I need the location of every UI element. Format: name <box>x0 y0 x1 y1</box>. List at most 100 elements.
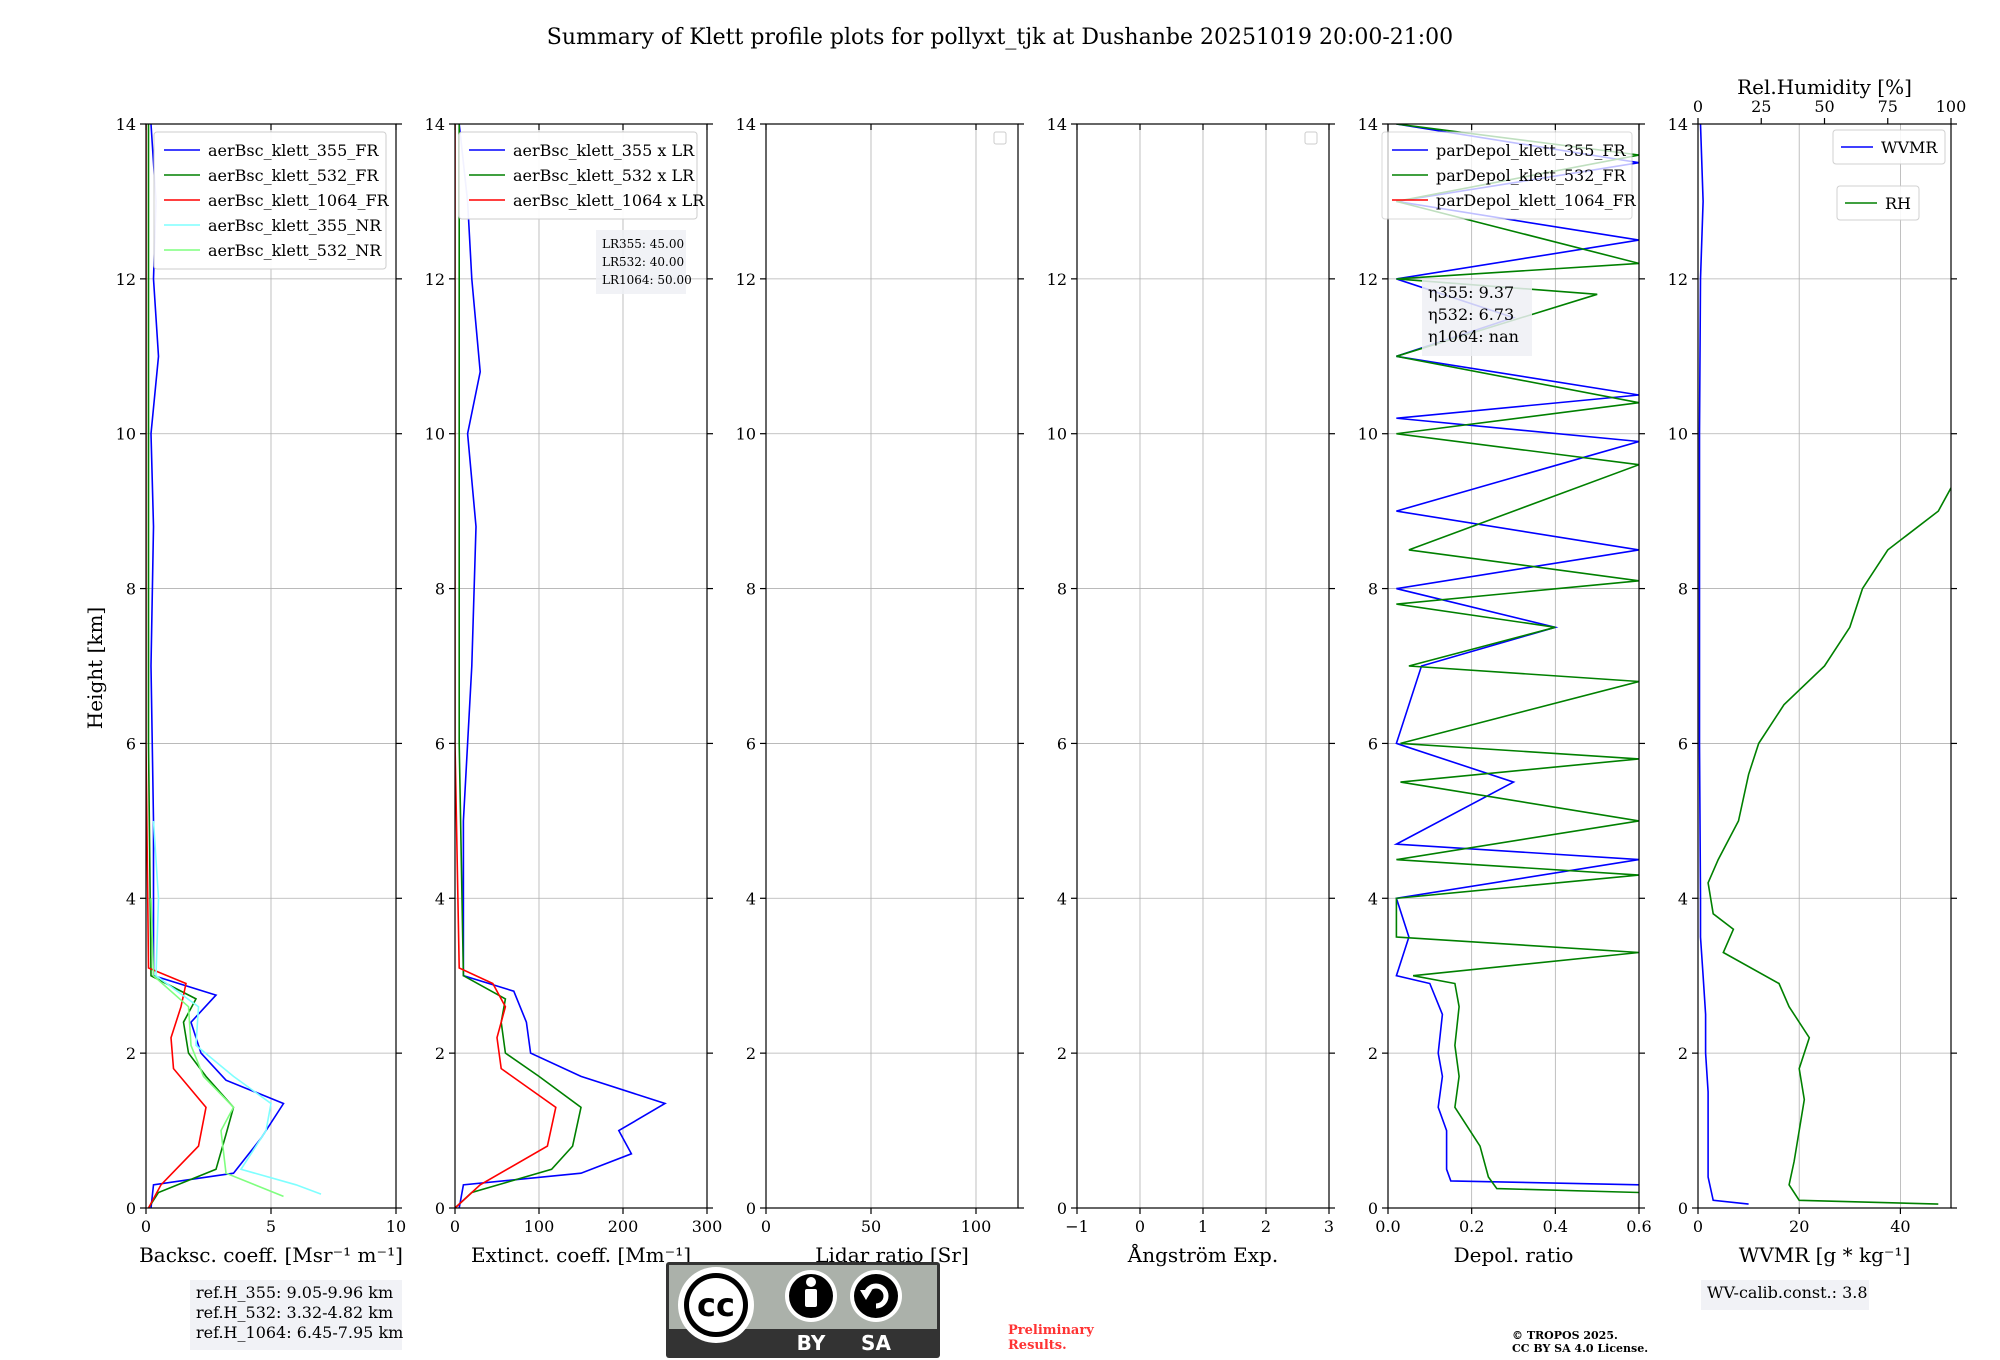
y-tick-label: 6 <box>1678 734 1688 753</box>
legend-label: aerBsc_klett_355 x LR <box>513 141 695 160</box>
x-tick-label: −1 <box>1065 1217 1089 1236</box>
cc-by-label: BY <box>797 1331 826 1355</box>
series-line-aerbsc-klett-355-x-lr <box>458 124 667 1208</box>
axes-frame <box>454 123 708 1209</box>
y-tick-label: 10 <box>1047 425 1067 444</box>
legend-box <box>458 131 698 220</box>
cc-license-badge: cc BY SA <box>666 1262 940 1358</box>
copyright-line2: CC BY SA 4.0 License. <box>1512 1342 1648 1355</box>
legend-label: aerBsc_klett_532_FR <box>208 166 379 185</box>
y-tick-label: 2 <box>435 1044 445 1063</box>
y-tick-label: 14 <box>1668 115 1688 134</box>
y-tick-label: 12 <box>425 270 445 289</box>
top-x-tick-label: 100 <box>1936 97 1967 116</box>
y-tick-label: 8 <box>435 580 445 599</box>
y-tick-label: 4 <box>126 889 136 908</box>
x-tick-label: 200 <box>608 1217 639 1236</box>
y-tick-label: 14 <box>425 115 445 134</box>
annotation-text: LR1064: 50.00 <box>602 273 692 287</box>
plot-area <box>455 124 667 1208</box>
x-tick-label: 3 <box>1324 1217 1334 1236</box>
y-tick-label: 6 <box>746 734 756 753</box>
top-x-tick-label: 75 <box>1878 97 1898 116</box>
y-tick-label: 2 <box>1678 1044 1688 1063</box>
copyright-line1: © TROPOS 2025. <box>1512 1329 1618 1342</box>
y-tick-label: 0 <box>1368 1199 1378 1218</box>
y-tick-label: 10 <box>1358 425 1378 444</box>
y-tick-label: 8 <box>1368 580 1378 599</box>
x-tick-label: 10 <box>386 1217 406 1236</box>
annotation-text: LR532: 40.00 <box>602 255 684 269</box>
legend-label: parDepol_klett_532_FR <box>1436 166 1627 185</box>
annotation-box <box>1422 280 1532 356</box>
annotation-text: ref.H_1064: 6.45-7.95 km <box>196 1323 403 1342</box>
legend-label: aerBsc_klett_355_FR <box>208 141 379 160</box>
x-tick-label: 0 <box>1135 1217 1145 1236</box>
y-tick-label: 2 <box>126 1044 136 1063</box>
y-tick-label: 12 <box>736 270 756 289</box>
preliminary-note-line1: Preliminary <box>1008 1323 1094 1338</box>
x-tick-label: 0 <box>141 1217 151 1236</box>
y-axis-label: Height [km] <box>83 607 107 729</box>
annotation-text: ref.H_532: 3.32-4.82 km <box>196 1303 393 1322</box>
y-tick-label: 14 <box>116 115 136 134</box>
cc-icon: cc <box>697 1286 735 1324</box>
y-tick-label: 4 <box>1678 889 1688 908</box>
person-icon <box>806 1277 816 1287</box>
y-tick-label: 6 <box>435 734 445 753</box>
x-tick-label: 0.2 <box>1459 1217 1484 1236</box>
legend-box <box>1832 129 1946 165</box>
y-tick-label: 14 <box>1358 115 1378 134</box>
x-tick-label: 100 <box>524 1217 555 1236</box>
panel-bsc: 0 5 10 0 2 4 6 8 10 12 14 Backsc. coeff. [Msr⁻¹ m⁻¹… <box>116 115 406 1350</box>
x-tick-label: 0.6 <box>1626 1217 1651 1236</box>
y-tick-label: 0 <box>126 1199 136 1218</box>
x-axis-label: WVMR [g * kg⁻¹] <box>1739 1243 1911 1267</box>
y-tick-label: 6 <box>1057 734 1067 753</box>
y-tick-label: 8 <box>746 580 756 599</box>
y-tick-label: 4 <box>1057 889 1067 908</box>
x-tick-label: 100 <box>961 1217 992 1236</box>
y-tick-label: 2 <box>1368 1044 1378 1063</box>
annotation-text: η1064: nan <box>1428 327 1519 346</box>
y-tick-label: 4 <box>746 889 756 908</box>
plot-area <box>146 124 322 1208</box>
series-line-wvmr <box>1698 124 1749 1205</box>
y-tick-label: 10 <box>116 425 136 444</box>
series-line-aerbsc-klett-1064-fr <box>146 124 207 1208</box>
preliminary-note-line2: Results. <box>1008 1338 1067 1353</box>
x-axis-label: Backsc. coeff. [Msr⁻¹ m⁻¹] <box>139 1243 403 1267</box>
y-tick-label: 12 <box>1047 270 1067 289</box>
legend-label: WVMR <box>1881 138 1938 157</box>
series-line-aerbsc-klett-355-nr <box>152 820 322 1195</box>
y-tick-label: 0 <box>746 1199 756 1218</box>
y-tick-label: 2 <box>746 1044 756 1063</box>
y-tick-label: 8 <box>1057 580 1067 599</box>
x-tick-label: 300 <box>692 1217 723 1236</box>
x-tick-label: 0.0 <box>1375 1217 1400 1236</box>
y-tick-label: 10 <box>736 425 756 444</box>
x-axis-label: Ångström Exp. <box>1127 1242 1278 1267</box>
legend-box <box>153 131 387 270</box>
y-tick-label: 0 <box>1057 1199 1067 1218</box>
legend-box <box>1381 131 1633 220</box>
empty-legend-box <box>1304 131 1318 145</box>
y-tick-label: 8 <box>126 580 136 599</box>
annotation-text: η532: 6.73 <box>1428 305 1514 324</box>
legend-label: aerBsc_klett_1064 x LR <box>513 191 705 210</box>
series-line-aerbsc-klett-1064-x-lr <box>455 124 557 1208</box>
x-tick-label: 0 <box>450 1217 460 1236</box>
empty-legend-box <box>993 131 1007 145</box>
legend-label: RH <box>1885 194 1911 213</box>
legend-label: aerBsc_klett_532_NR <box>208 241 382 260</box>
x-tick-label: 5 <box>266 1217 276 1236</box>
legend-label: aerBsc_klett_355_NR <box>208 216 382 235</box>
annotation-text: ref.H_355: 9.05-9.96 km <box>196 1283 393 1302</box>
annotation-box <box>596 230 686 294</box>
legend-label: parDepol_klett_355_FR <box>1436 141 1627 160</box>
y-tick-label: 10 <box>1668 425 1688 444</box>
annotation-text: η355: 9.37 <box>1428 283 1514 302</box>
x-axis-label: Depol. ratio <box>1454 1243 1574 1267</box>
